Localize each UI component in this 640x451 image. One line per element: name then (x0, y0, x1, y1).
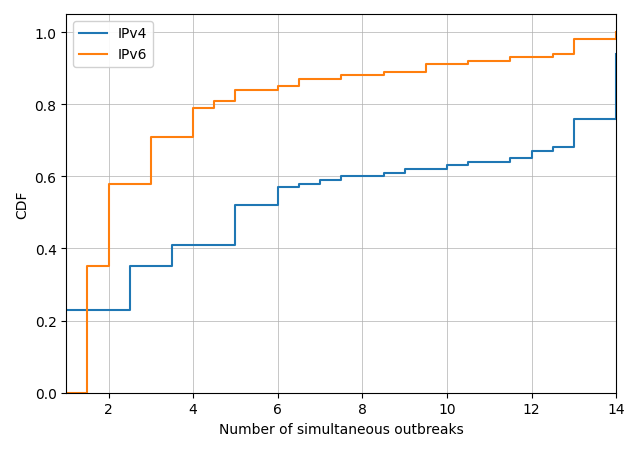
IPv4 (63, 308, 70, 313)
IPv6 (570, 37, 578, 43)
X-axis label: Number of simultaneous outbreaks: Number of simultaneous outbreaks (219, 422, 463, 436)
IPv6 (528, 55, 536, 61)
IPv4 (443, 163, 451, 169)
IPv6 (401, 70, 408, 75)
IPv4 (612, 52, 620, 57)
IPv6 (316, 77, 324, 83)
IPv6 (591, 37, 599, 43)
IPv4 (422, 167, 429, 172)
IPv4 (232, 203, 239, 208)
IPv6 (84, 264, 92, 270)
IPv4 (528, 149, 536, 154)
IPv4 (570, 117, 578, 122)
IPv6 (358, 74, 366, 79)
IPv6 (464, 59, 472, 64)
IPv6 (274, 84, 282, 90)
IPv6 (232, 88, 239, 93)
IPv6 (211, 99, 218, 104)
IPv4 (380, 170, 387, 176)
IPv6 (189, 106, 197, 111)
IPv4 (337, 174, 345, 179)
IPv6 (337, 74, 345, 79)
IPv6 (507, 55, 515, 61)
IPv4 (549, 145, 557, 151)
IPv6 (443, 63, 451, 68)
IPv4 (295, 181, 303, 187)
IPv6 (126, 181, 134, 187)
Line: IPv4: IPv4 (67, 55, 616, 310)
IPv6 (380, 70, 387, 75)
IPv4 (358, 174, 366, 179)
IPv6 (253, 88, 260, 93)
Y-axis label: CDF: CDF (15, 190, 29, 218)
IPv6 (549, 52, 557, 57)
IPv4 (147, 264, 155, 270)
IPv4 (168, 243, 176, 248)
IPv6 (147, 134, 155, 140)
IPv6 (168, 134, 176, 140)
IPv6 (486, 59, 493, 64)
IPv4 (316, 178, 324, 183)
IPv4 (189, 243, 197, 248)
IPv6 (295, 77, 303, 83)
IPv4 (274, 185, 282, 190)
Legend: IPv4, IPv6: IPv4, IPv6 (73, 22, 153, 68)
IPv4 (253, 203, 260, 208)
IPv4 (126, 264, 134, 270)
IPv4 (486, 160, 493, 165)
IPv4 (401, 167, 408, 172)
IPv6 (422, 63, 429, 68)
IPv4 (105, 308, 113, 313)
IPv6 (63, 390, 70, 396)
IPv6 (612, 30, 620, 36)
IPv6 (105, 181, 113, 187)
IPv4 (507, 156, 515, 161)
Line: IPv6: IPv6 (67, 33, 616, 393)
IPv4 (464, 160, 472, 165)
